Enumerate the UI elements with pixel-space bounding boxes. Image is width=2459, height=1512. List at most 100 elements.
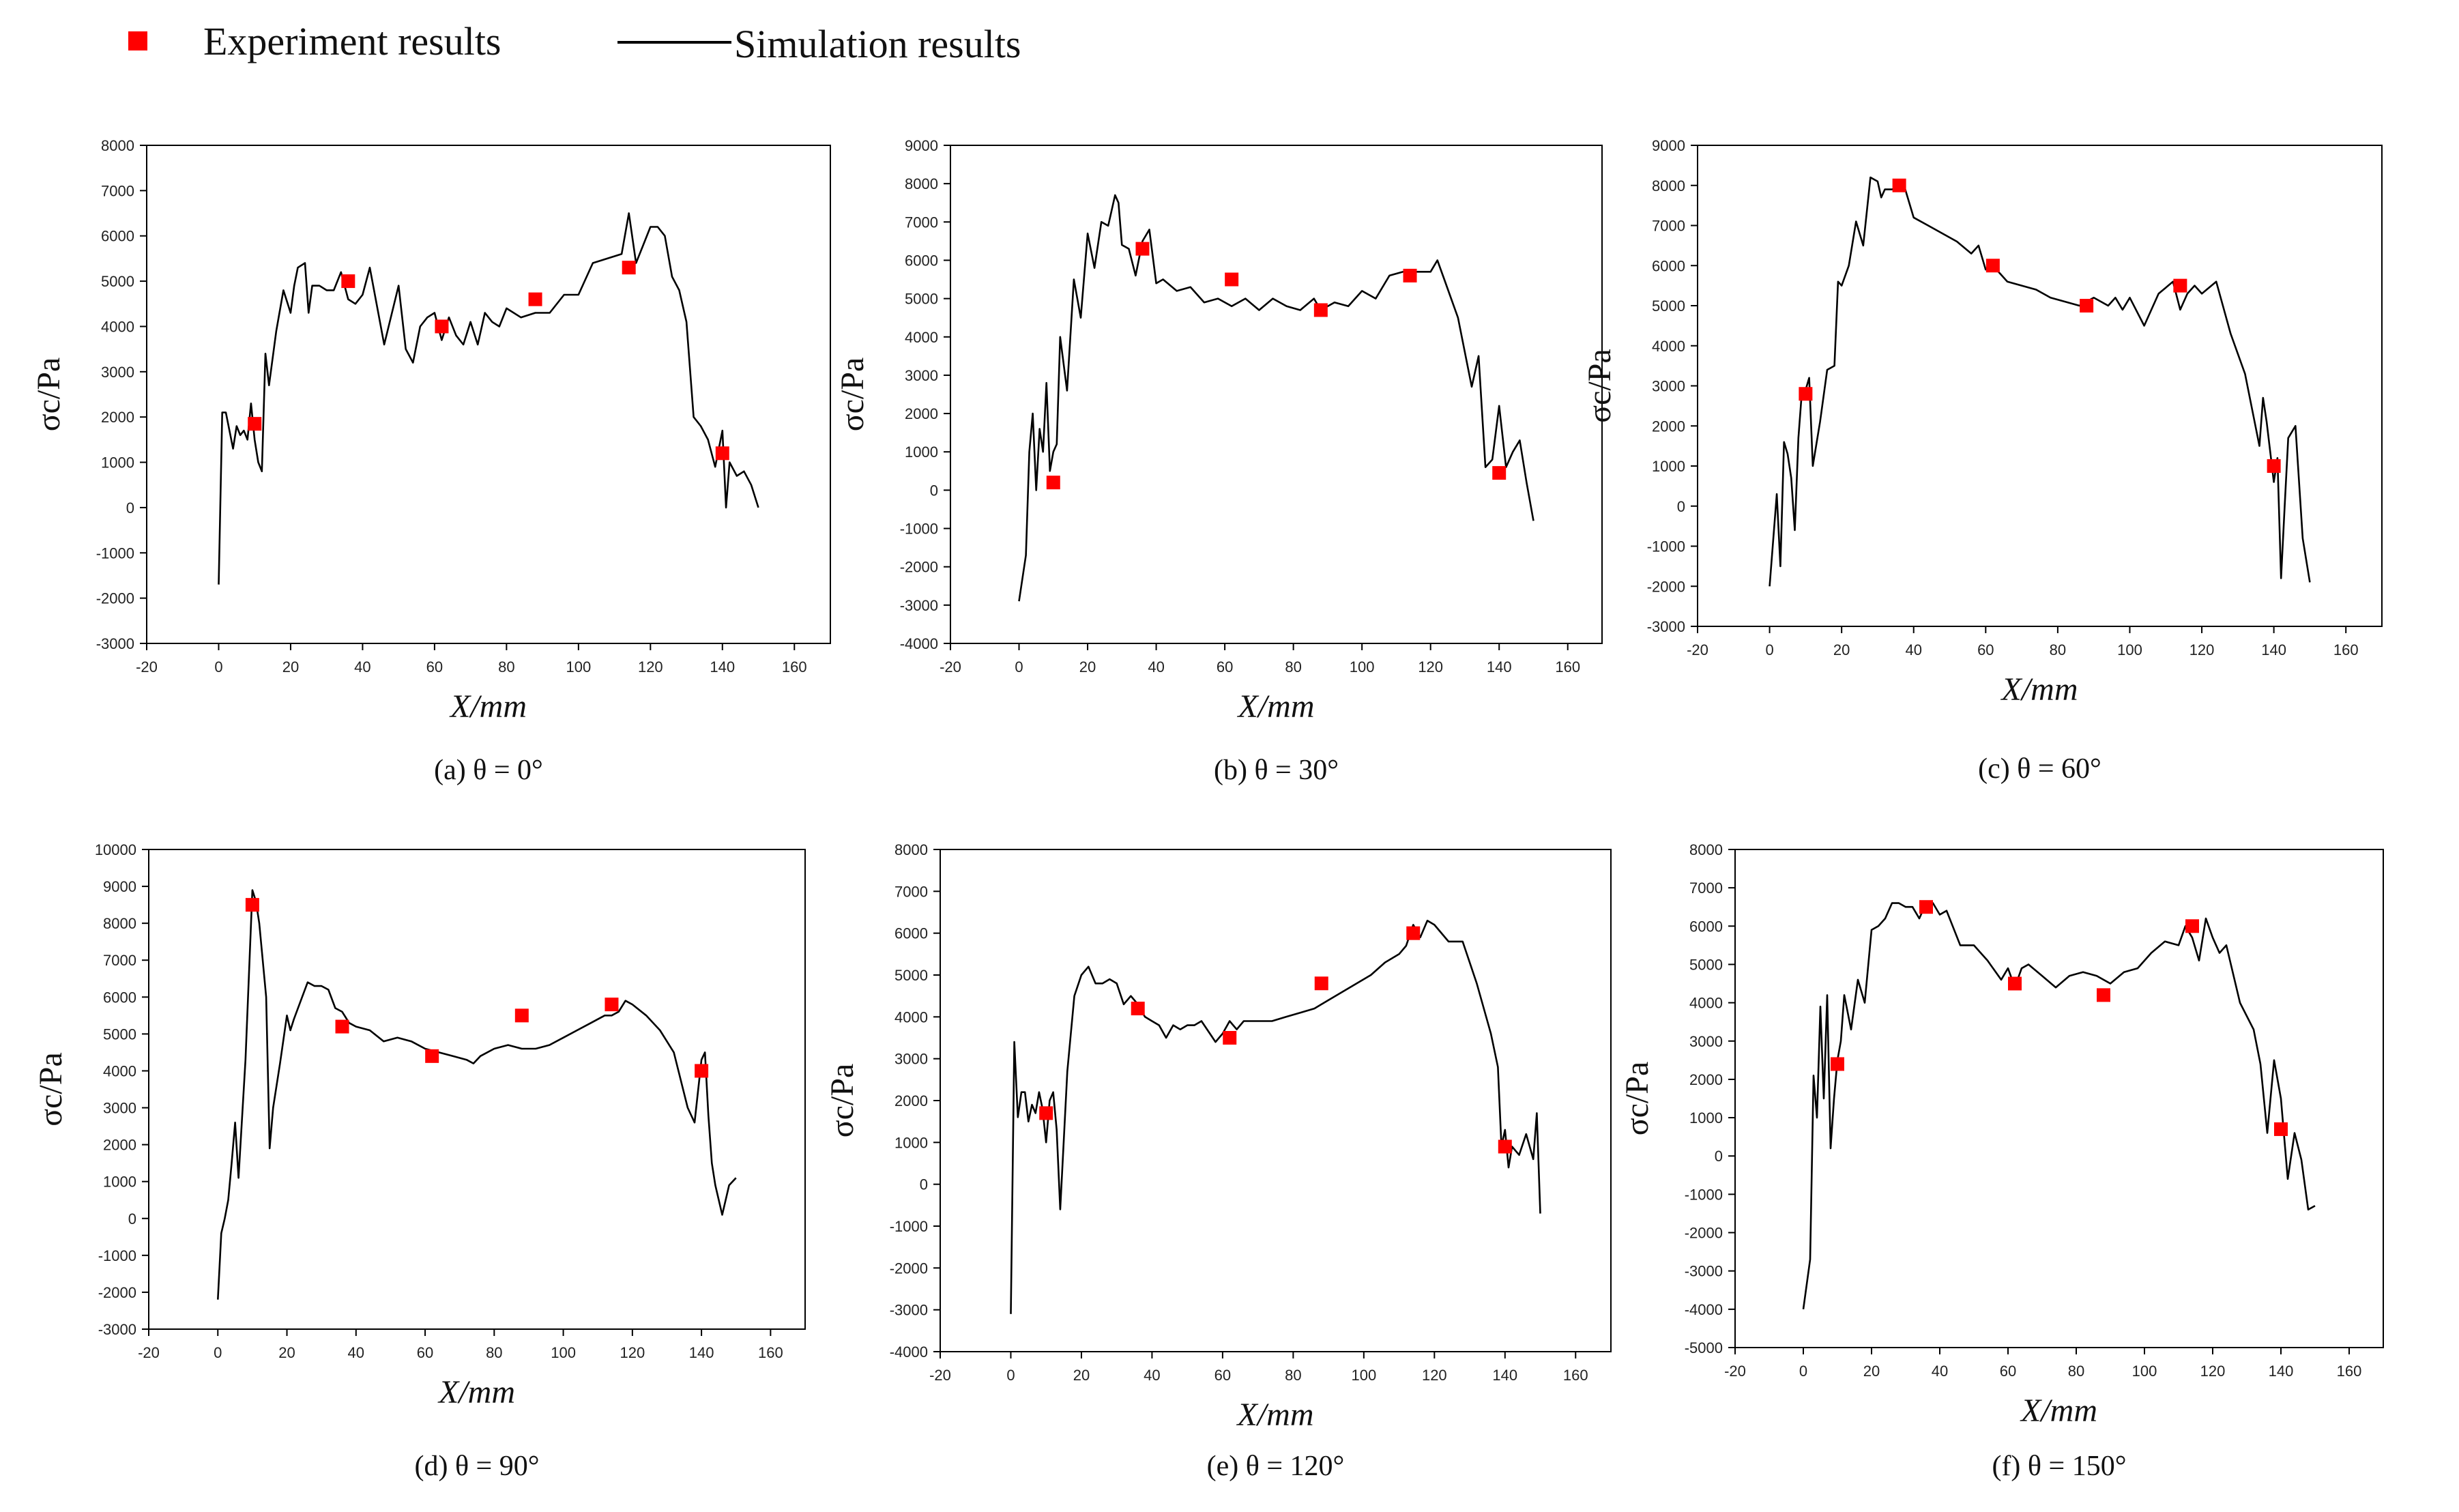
y-tick-label: 4000 [1689, 995, 1723, 1012]
y-tick-label: 10000 [95, 841, 136, 858]
caption-letter: (d) [414, 1451, 448, 1482]
x-tick-label: 20 [1863, 1363, 1880, 1380]
y-tick-label: 0 [920, 1176, 928, 1193]
y-tick-label: 5000 [905, 291, 938, 308]
legend-simulation-label: Simulation results [734, 22, 1021, 66]
experiment-point [1225, 272, 1239, 287]
experiment-point [435, 319, 449, 334]
y-tick-label: 7000 [1652, 218, 1685, 235]
experiment-point [622, 261, 636, 275]
simulation-series-line [1769, 176, 2311, 587]
x-tick-label: 0 [1006, 1367, 1015, 1384]
experiment-point [1919, 900, 1933, 914]
caption-space [466, 755, 474, 786]
x-tick-label: 160 [2337, 1363, 2362, 1380]
x-axis-label: X/mm [1237, 688, 1315, 725]
x-tick-label: 0 [1765, 641, 1773, 658]
x-tick-label: 60 [1977, 641, 1994, 658]
y-tick-label: 6000 [103, 989, 136, 1006]
y-tick-label: 5000 [103, 1026, 136, 1043]
x-tick-label: 80 [2068, 1363, 2084, 1380]
experiment-point [514, 1008, 529, 1023]
y-tick-label: 3000 [101, 364, 134, 381]
y-tick-label: -2000 [98, 1284, 136, 1301]
experiment-point [2185, 919, 2199, 933]
chart-caption: (d) θ = 90° [414, 1451, 539, 1482]
simulation-series-line [1010, 920, 1541, 1314]
caption-text: θ = 90° [455, 1451, 540, 1482]
x-tick-label: 140 [710, 658, 735, 675]
y-tick-label: 2000 [1689, 1071, 1723, 1088]
y-tick-label: 1000 [103, 1174, 136, 1191]
x-axis-label: X/mm [449, 688, 527, 725]
x-tick-label: 140 [2269, 1363, 2294, 1380]
y-axis-label: σc/Pa [834, 358, 871, 432]
experiment-point [2173, 278, 2187, 293]
caption-text: θ = 60° [2017, 753, 2101, 785]
caption-text: θ = 30° [1254, 755, 1339, 786]
y-tick-label: 8000 [894, 841, 928, 858]
x-tick-label: 0 [1015, 658, 1023, 675]
y-tick-label: 4000 [103, 1062, 136, 1079]
y-tick-label: 3000 [103, 1100, 136, 1117]
x-axis-label: X/mm [437, 1374, 515, 1410]
experiment-point [2267, 459, 2281, 473]
x-tick-label: 80 [2050, 641, 2066, 658]
experiment-point [2008, 976, 2022, 991]
y-tick-label: -1000 [900, 521, 938, 538]
y-tick-label: 7000 [1689, 879, 1723, 897]
experiment-point [1131, 1002, 1145, 1016]
y-tick-label: 5000 [1652, 297, 1685, 315]
charts-group: -20 0 20 40 60 80 100 120 140 160 -3000 -2000 -1000 0… [31, 137, 2384, 1482]
x-tick-label: 160 [1555, 658, 1580, 675]
x-axis-label: X/mm [2000, 671, 2078, 708]
y-tick-label: -2000 [1647, 578, 1685, 595]
y-tick-label: 4000 [101, 318, 134, 335]
x-tick-label: 120 [2189, 641, 2215, 658]
x-tick-label: 40 [1905, 641, 1921, 658]
x-tick-label: 80 [1285, 1367, 1301, 1384]
caption-space [2010, 753, 2018, 785]
plot-frame [146, 145, 831, 644]
x-tick-label: -20 [1724, 1363, 1746, 1380]
experiment-point [1799, 387, 1813, 401]
y-tick-label: 9000 [1652, 137, 1685, 154]
y-tick-label: 0 [930, 482, 938, 499]
y-tick-label: 6000 [1689, 918, 1723, 935]
y-tick-label: 2000 [103, 1137, 136, 1154]
y-tick-label: 2000 [1652, 418, 1685, 435]
x-tick-label: 100 [2132, 1363, 2157, 1380]
x-tick-label: 0 [1799, 1363, 1807, 1380]
y-tick-label: 3000 [1652, 378, 1685, 395]
caption-space [2020, 1451, 2028, 1482]
experiment-point [1498, 1139, 1512, 1154]
y-tick-label: 9000 [905, 137, 938, 154]
y-tick-label: -3000 [1647, 618, 1685, 635]
experiment-point [1985, 259, 2000, 273]
y-tick-label: 6000 [905, 252, 938, 269]
y-tick-label: 1000 [1652, 458, 1685, 475]
simulation-series-line [218, 212, 759, 585]
x-tick-label: 120 [1422, 1367, 1447, 1384]
plot-frame [1697, 145, 2383, 627]
y-tick-label: 4000 [1652, 338, 1685, 355]
y-tick-label: 2000 [894, 1092, 928, 1109]
x-tick-label: 160 [758, 1344, 783, 1361]
x-tick-label: 80 [498, 658, 514, 675]
simulation-series-line [1018, 194, 1534, 602]
y-tick-label: 9000 [103, 878, 136, 895]
y-tick-label: 0 [1715, 1148, 1723, 1165]
x-tick-label: 140 [689, 1344, 714, 1361]
x-tick-label: 140 [1492, 1367, 1517, 1384]
legend-experiment-marker [128, 31, 147, 50]
y-tick-label: 6000 [101, 228, 134, 245]
y-tick-label: -4000 [1685, 1301, 1723, 1318]
x-tick-label: 80 [486, 1344, 502, 1361]
chart-f: -20 0 20 40 60 80 100 120 140 160 -5000 -4000 -3000 -… [1619, 841, 2384, 1482]
caption-space [1238, 1451, 1246, 1482]
y-tick-label: 2000 [905, 405, 938, 422]
experiment-point [248, 417, 262, 431]
experiment-point [1406, 926, 1421, 940]
x-tick-label: 60 [417, 1344, 433, 1361]
experiment-point [528, 292, 542, 306]
